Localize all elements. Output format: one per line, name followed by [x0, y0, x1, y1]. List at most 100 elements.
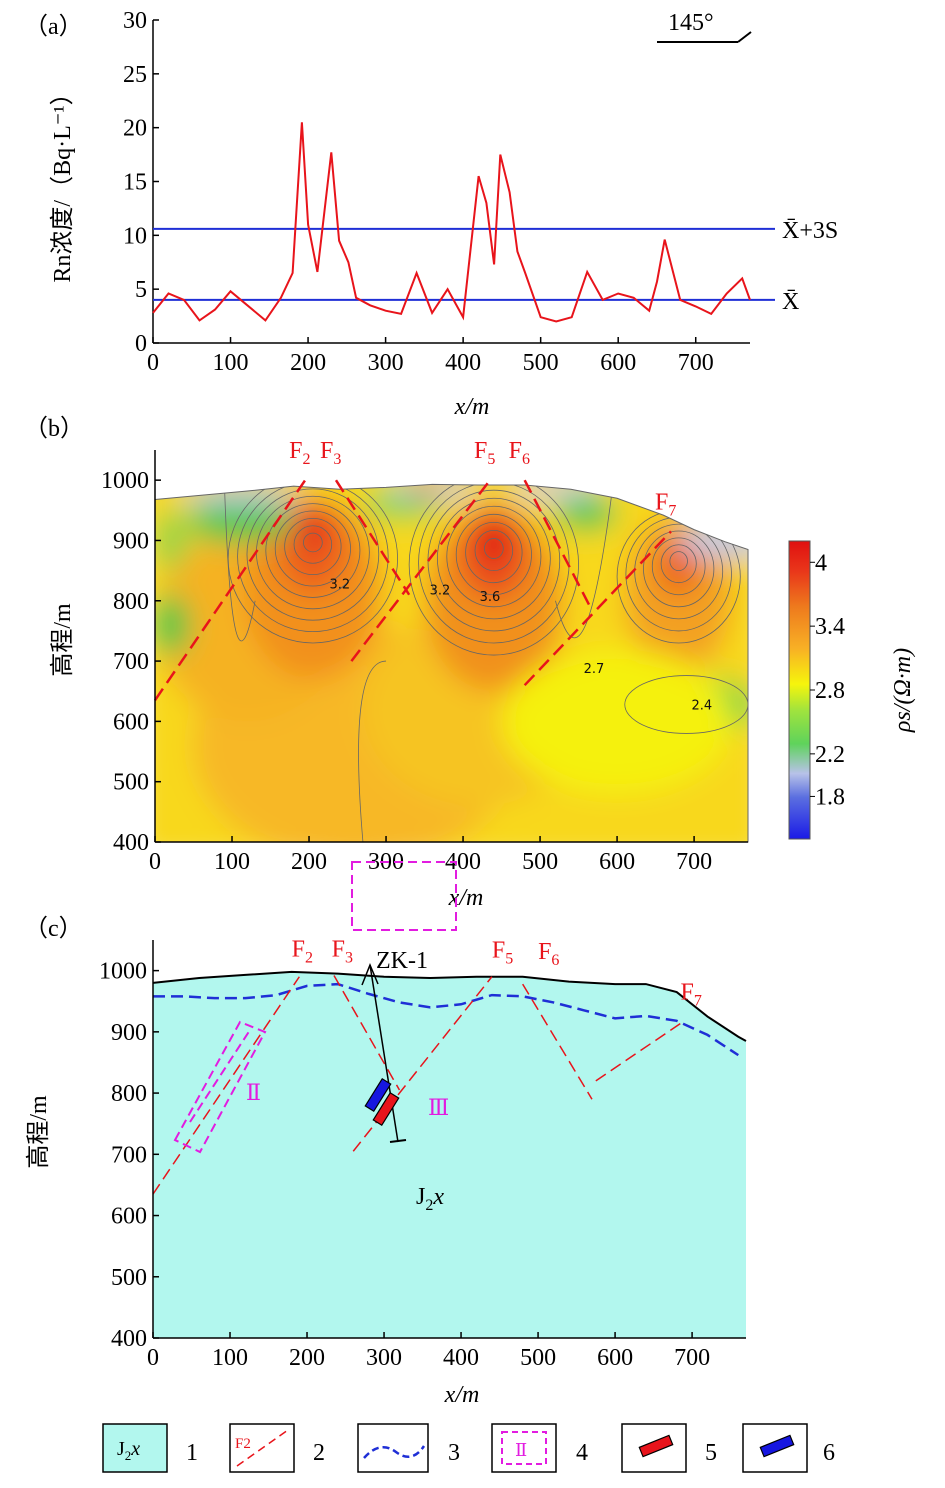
legend-item-blue-ore: 6 — [742, 1423, 835, 1473]
reference-line-label: X̄+3S — [782, 218, 838, 244]
fault-line — [152, 976, 300, 1195]
formation-label: J2x — [416, 1184, 444, 1214]
panel-c-x-tick-label: 700 — [674, 1345, 710, 1371]
direction-label: 145° — [668, 10, 714, 36]
legend: J2x 1 F2 2 3 Ⅱ 4 5 6 — [102, 1423, 835, 1473]
panel-b-ylabel: 高程/m — [49, 603, 76, 677]
resistivity-blob — [555, 495, 618, 532]
legend-item-red-ore: 5 — [621, 1423, 717, 1473]
legend-item-fault: F2 2 — [229, 1423, 325, 1473]
contour-line — [474, 530, 514, 572]
fault-line — [522, 983, 593, 1100]
zone-ii-label: Ⅱ — [246, 1080, 261, 1105]
colorbar-tick-label: 3.4 — [815, 614, 845, 640]
panel-a-axes: 0 100 200 300 400 500 600 700 0 5 10 15 20 25 30 — [123, 8, 750, 376]
panel-c-x-tick-label: 500 — [520, 1345, 556, 1371]
fault-line — [523, 530, 672, 687]
contour-line — [246, 488, 380, 621]
resistivity-blob — [678, 522, 748, 559]
legend-number-4: 4 — [576, 1440, 588, 1466]
zone-iii: Ⅲ — [351, 861, 457, 1120]
svg-text:F2: F2 — [235, 1436, 251, 1452]
panel-a-series — [152, 122, 751, 323]
svg-text:J2x: J2x — [117, 1438, 140, 1463]
panel-c-xlabel: x/m — [444, 1382, 480, 1408]
contour-line — [660, 544, 697, 584]
panel-a-label: （a） — [24, 14, 83, 40]
panel-c-y-tick-label: 500 — [111, 1265, 147, 1291]
panel-a-reference-lines: X̄+3S X̄ — [153, 218, 838, 315]
panel-c-axes: 0 100 200 300 400 500 600 700 400 500 600 700 800 900… — [99, 940, 746, 1371]
panel-a-y-tick-label: 15 — [123, 170, 147, 196]
panel-c-y-tick-label: 800 — [111, 1081, 147, 1107]
panel-b-y-tick-label: 700 — [113, 649, 149, 675]
resistivity-blob — [412, 484, 437, 496]
resistivity-blob — [476, 516, 511, 565]
fault-label: F2 — [292, 936, 313, 966]
panel-b-y-tick-label: 800 — [113, 589, 149, 615]
borehole-label: ZK-1 — [376, 948, 428, 974]
contour-line — [237, 484, 389, 632]
fault-line — [333, 975, 401, 1091]
fault-label: F7 — [681, 979, 702, 1009]
panel-a-x-tick-label: 500 — [523, 350, 559, 376]
panel-b-y-tick-label: 600 — [113, 709, 149, 735]
panel-c-x-tick-label: 400 — [443, 1345, 479, 1371]
panel-a-y-tick-label: 0 — [135, 331, 147, 357]
panel-a-x-tick-label: 700 — [678, 350, 714, 376]
panel-a-x-tick-label: 0 — [147, 350, 159, 376]
panel-a: （a） 145° Rn浓度/（Bq·L⁻¹） x/m 0 100 200 300 400… — [24, 8, 838, 420]
contour-line — [274, 510, 351, 587]
panel-a-y-tick-label: 30 — [123, 8, 147, 34]
panel-c-y-tick-label: 600 — [111, 1204, 147, 1230]
panel-b-x-tick-label: 0 — [149, 849, 161, 875]
panel-b-x-tick-label: 600 — [599, 849, 635, 875]
fault-label: F6 — [509, 438, 530, 468]
panel-a-x-tick-label: 300 — [368, 350, 404, 376]
panel-b-faults: F2 F3 F5 F6 F7 — [153, 438, 676, 701]
legend-item-water-table: 3 — [357, 1423, 460, 1473]
contour-value-label: 3.2 — [329, 578, 350, 593]
panel-c-x-tick-label: 200 — [289, 1345, 325, 1371]
panel-a-y-tick-label: 5 — [135, 277, 147, 303]
panel-b-xlabel: x/m — [448, 885, 484, 911]
panel-b-x-tick-label: 100 — [214, 849, 250, 875]
resistivity-blob — [155, 510, 186, 571]
panel-b-axes: 0 100 200 300 400 500 600 700400500600700800900… — [101, 450, 748, 875]
colorbar-tick-label: 1.8 — [815, 784, 845, 810]
panel-b-label: （b） — [24, 416, 84, 442]
panel-b-y-tick-label: 1000 — [101, 468, 149, 494]
rn-concentration-line — [152, 122, 751, 323]
panel-c-y-tick-label: 700 — [111, 1142, 147, 1168]
legend-number-6: 6 — [823, 1440, 835, 1466]
colorbar-tick-label: 2.2 — [815, 742, 845, 768]
contour-labels: 3.2 3.2 3.6 2.7 2.4 — [329, 578, 712, 714]
contour-line — [303, 532, 323, 553]
water-table-line — [153, 982, 739, 1057]
panel-a-ylabel: Rn浓度/（Bq·L⁻¹） — [49, 81, 76, 282]
contour-line — [223, 484, 256, 642]
contour-line — [293, 525, 333, 564]
panel-c-label: （c） — [24, 916, 83, 942]
topography-line — [152, 970, 747, 1042]
fault-label: F3 — [332, 936, 353, 966]
fault-label: F2 — [289, 438, 310, 468]
colorbar-label: ρs/(Ω·m) — [890, 648, 916, 733]
fault-label: F5 — [492, 938, 513, 968]
fault-line — [153, 479, 307, 701]
contour-line — [446, 505, 542, 608]
svg-text:Ⅱ: Ⅱ — [515, 1440, 527, 1460]
panel-b-x-tick-label: 200 — [291, 849, 327, 875]
contour-line — [436, 497, 551, 620]
legend-number-2: 2 — [313, 1440, 325, 1466]
legend-number-3: 3 — [448, 1440, 460, 1466]
legend-item-zone: Ⅱ 4 — [491, 1423, 588, 1473]
contour-line — [455, 513, 532, 596]
formation-area — [153, 971, 746, 1338]
contour-line — [358, 660, 387, 842]
contour-line — [265, 503, 361, 598]
resistivity-blob — [185, 501, 294, 544]
resistivity-blob — [155, 594, 190, 656]
panel-c-y-tick-label: 900 — [111, 1020, 147, 1046]
contour-line — [669, 551, 688, 572]
